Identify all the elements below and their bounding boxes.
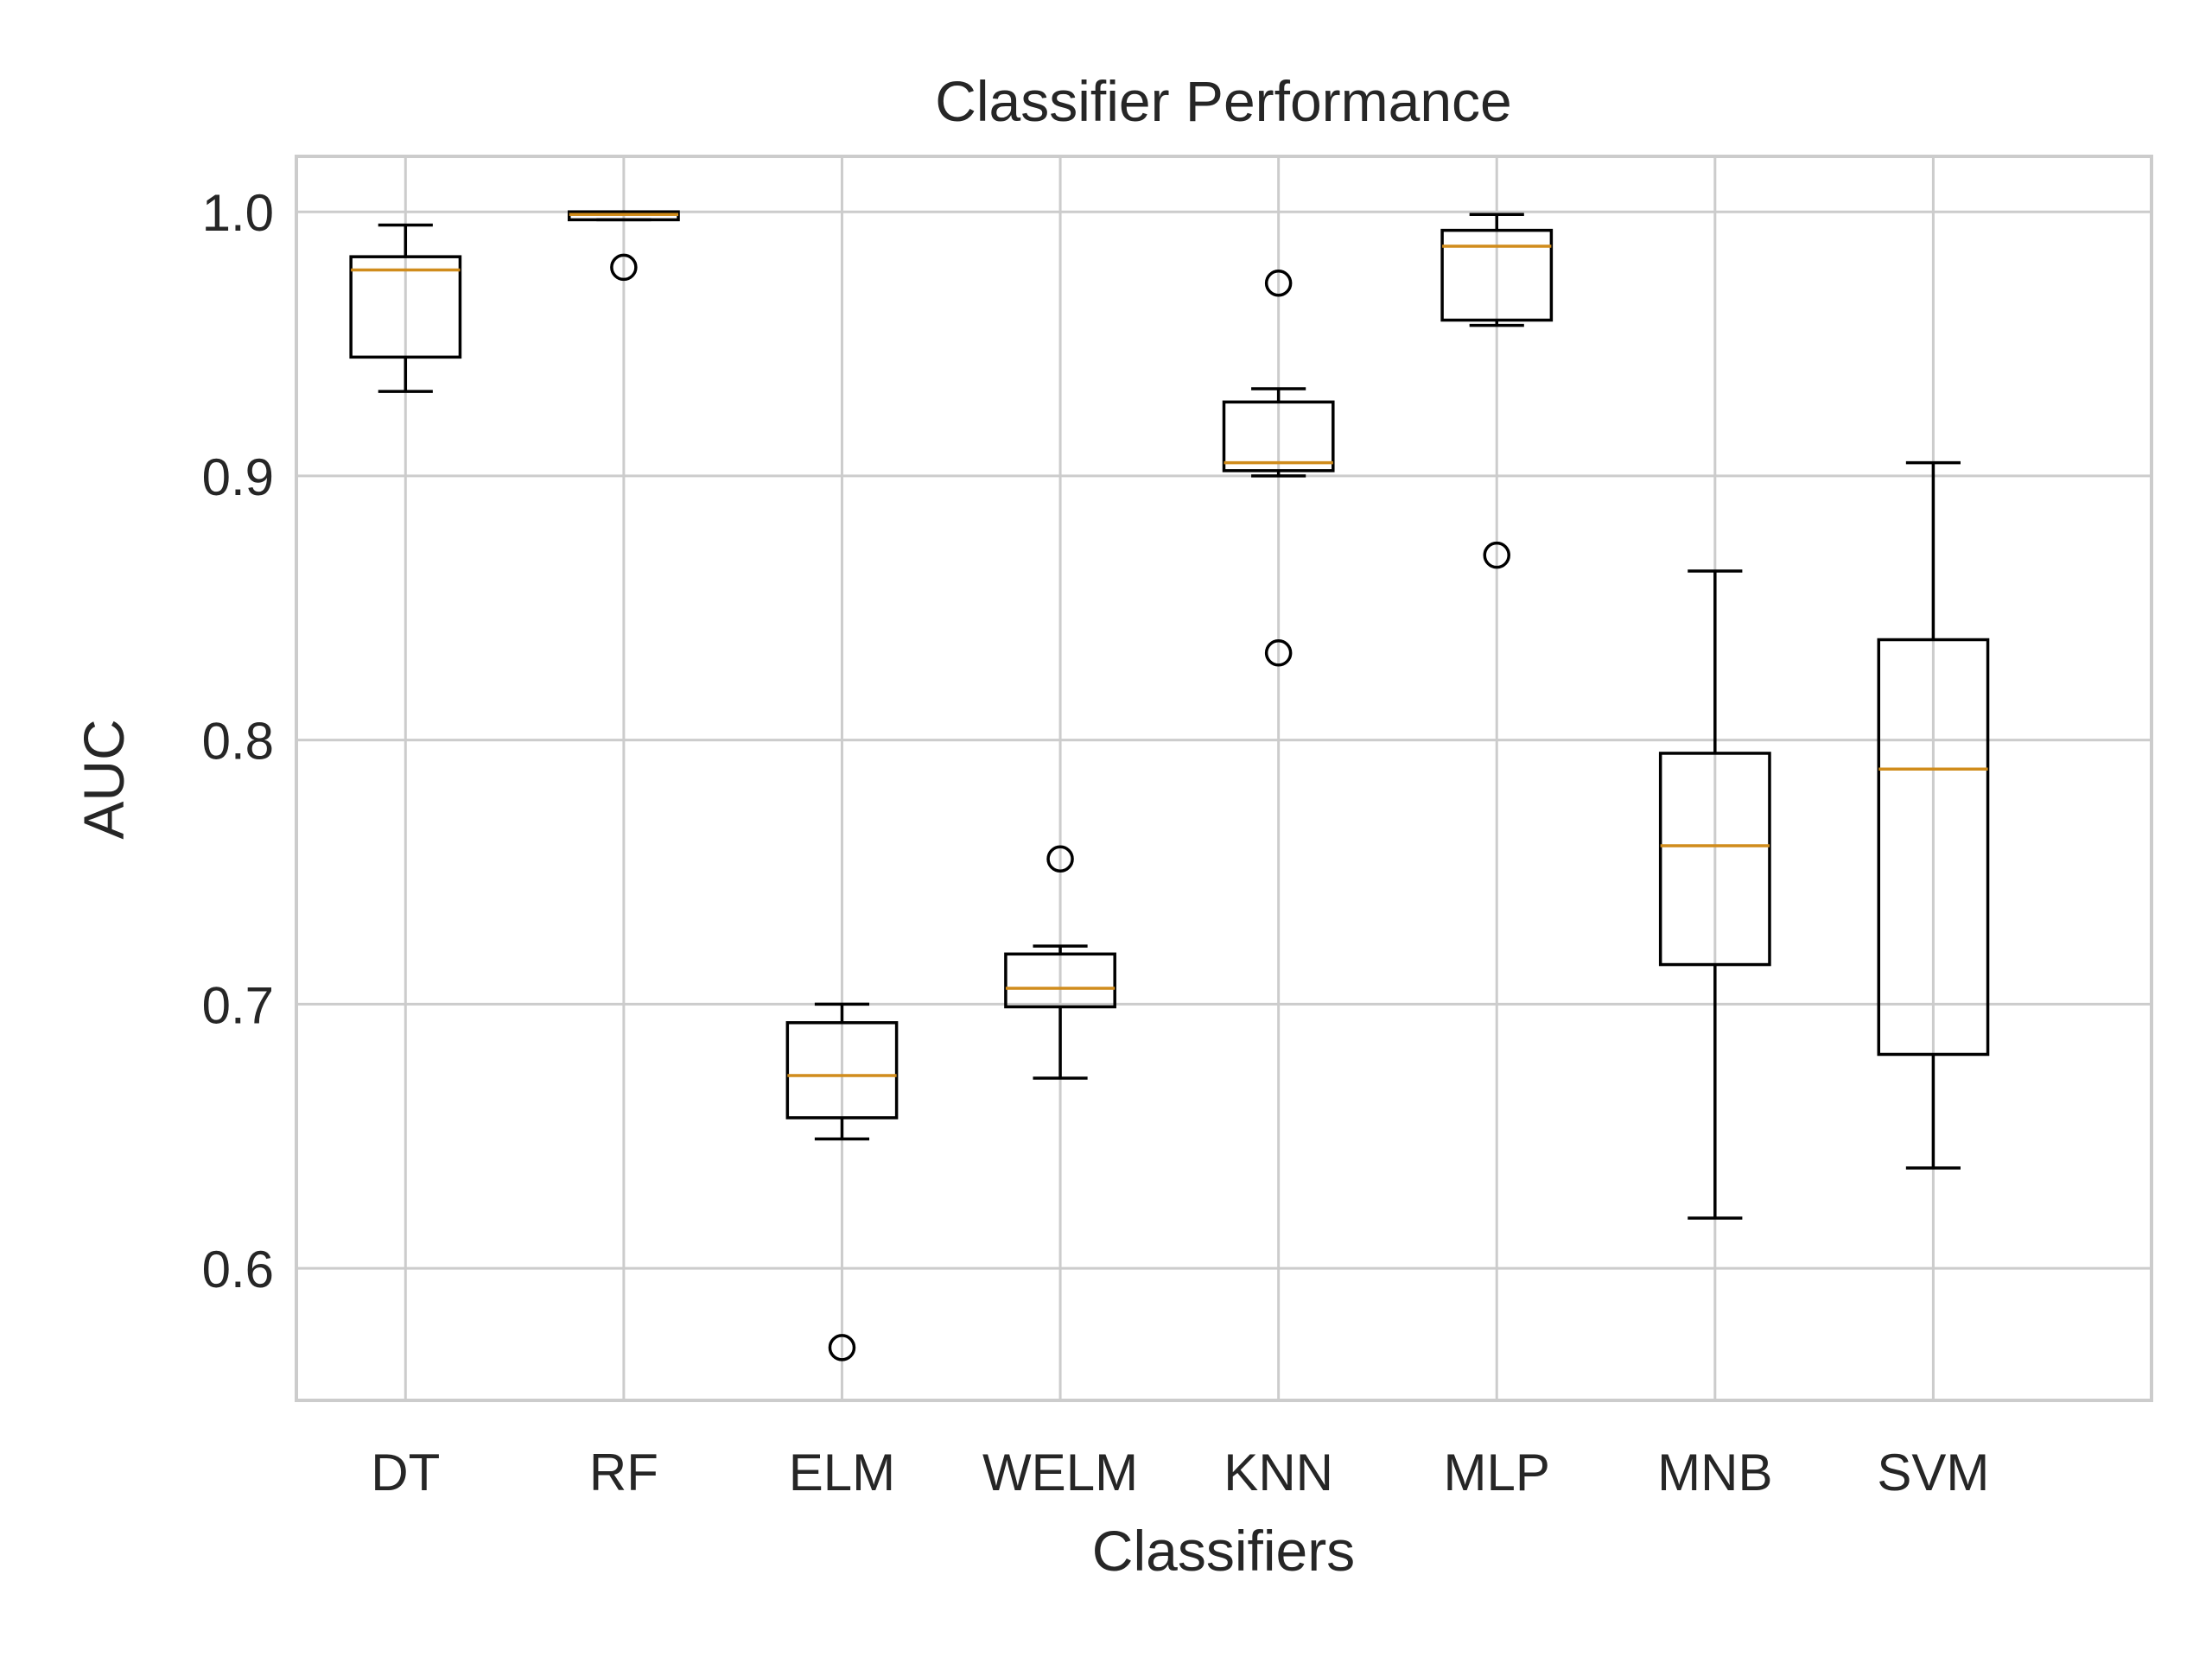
x-tick-label: DT: [371, 1444, 440, 1501]
box-mnb: [1658, 569, 1771, 1220]
box-dt: [349, 223, 462, 393]
x-tick-label: SVM: [1877, 1444, 1989, 1501]
outlier-point: [828, 1334, 856, 1362]
y-tick-label: 0.7: [202, 976, 274, 1034]
outlier-point: [1046, 845, 1074, 873]
iqr-box: [349, 255, 462, 359]
outlier-point: [1483, 541, 1510, 569]
iqr-box: [1658, 752, 1771, 967]
y-tick-label: 0.9: [202, 448, 274, 506]
x-tick-label: ELM: [789, 1444, 895, 1501]
x-tick-label: WELM: [982, 1444, 1138, 1501]
grid-layer: [296, 156, 2152, 1400]
iqr-box: [785, 1021, 899, 1120]
box-svm: [1877, 460, 1990, 1170]
tick-layer: 0.6 0.7 0.8 0.9 1.0 DT RF ELM WELM KNN MLP MNB SVM: [202, 184, 1990, 1501]
y-tick-label: 0.6: [202, 1241, 274, 1298]
box-knn: [1222, 270, 1335, 667]
chart-title: Classifier Performance: [935, 69, 1512, 133]
box-layer: [349, 210, 1990, 1362]
iqr-box: [1440, 228, 1554, 322]
x-tick-label: RF: [589, 1444, 658, 1501]
iqr-box: [1877, 638, 1990, 1057]
outlier-point: [610, 253, 638, 282]
x-tick-label: MLP: [1444, 1444, 1550, 1501]
box-mlp: [1440, 213, 1554, 569]
box-elm: [785, 1002, 899, 1362]
x-tick-label: MNB: [1657, 1444, 1772, 1501]
iqr-box: [1222, 400, 1335, 473]
plot-frame: [295, 155, 2153, 1402]
outlier-point: [1264, 270, 1293, 297]
iqr-box: [1004, 952, 1116, 1009]
x-axis-label: Classifiers: [1092, 1519, 1355, 1583]
y-axis-label: AUC: [72, 719, 136, 839]
y-tick-label: 0.8: [202, 713, 274, 771]
y-tick-label: 1.0: [202, 184, 274, 242]
outlier-point: [1264, 639, 1293, 667]
x-tick-label: KNN: [1224, 1444, 1333, 1501]
box-rf: [567, 210, 680, 282]
box-welm: [1004, 845, 1116, 1080]
